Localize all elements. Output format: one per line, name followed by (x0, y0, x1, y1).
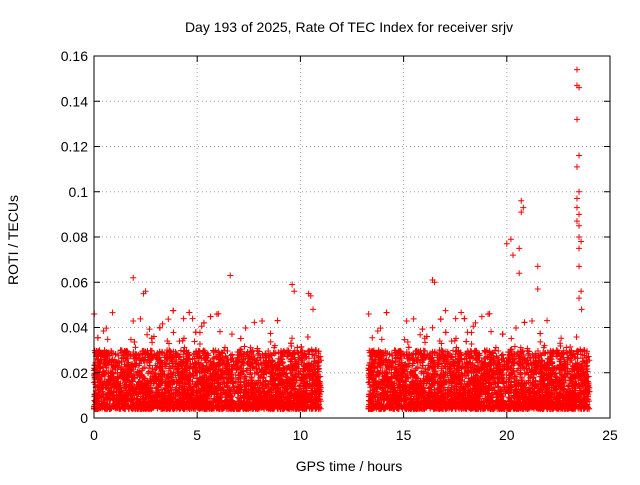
roti-chart: 051015202500.020.040.060.080.10.120.140.… (0, 0, 640, 480)
